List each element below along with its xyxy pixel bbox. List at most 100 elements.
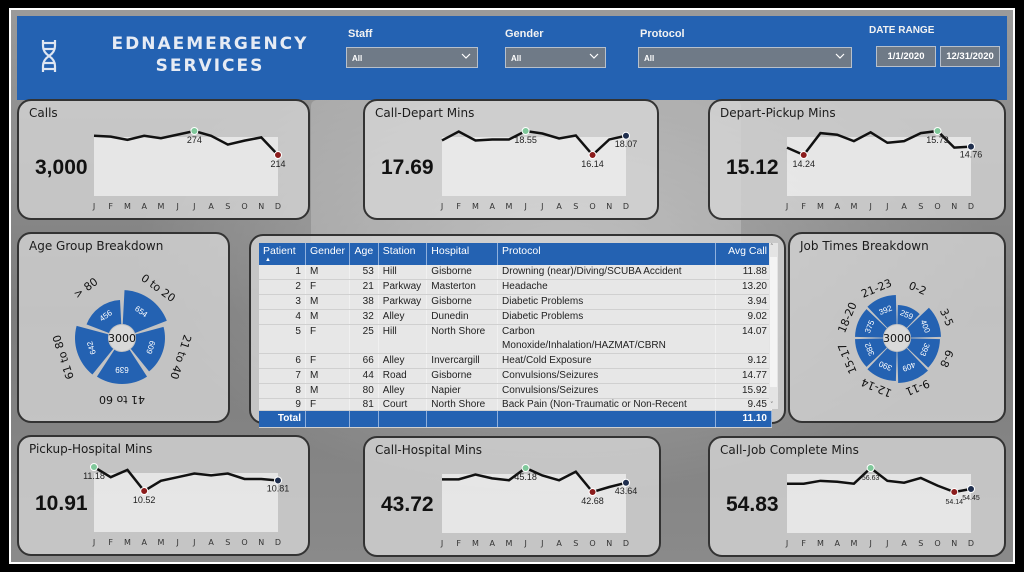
month-tick-label: J xyxy=(885,539,888,548)
segment-6-8[interactable] xyxy=(907,338,940,368)
table-row[interactable]: 3 M 38 Parkway Gisborne Diabetic Problems 3.94 xyxy=(259,294,772,310)
month-tick-label: D xyxy=(623,202,629,211)
kpi-card-calls[interactable]: 274 214 J F M A M J J A S O N D Calls 3,000 xyxy=(17,99,310,220)
data-point-marker[interactable] xyxy=(866,464,875,472)
data-point-marker[interactable] xyxy=(588,151,597,159)
table-cell-protocol: Convulsions/Seizures xyxy=(497,368,717,384)
table-cell-hospital: North Shore xyxy=(426,324,499,354)
column-header-age[interactable]: Age xyxy=(349,243,379,265)
data-point-marker[interactable] xyxy=(950,488,959,496)
kpi-value: 54.83 xyxy=(726,493,779,516)
data-point-marker[interactable] xyxy=(90,463,98,471)
kpi-card-call-depart[interactable]: 18.55 16.14 18.07 J F M A M J J A S O N D Call-Depart … xyxy=(363,99,659,220)
segment-18-20[interactable] xyxy=(855,309,887,338)
table-cell-age: 81 xyxy=(349,398,379,411)
table-cell-patient: 7 xyxy=(259,368,306,384)
month-tick-label: J xyxy=(92,202,95,211)
chevron-down-icon xyxy=(835,53,845,59)
table-row[interactable]: 8 M 80 Alley Napier Convulsions/Seizures 15.92 xyxy=(259,383,772,399)
kpi-card-call-job-complete[interactable]: 56.63 54.14 54.45 J F M A M J J A S O N D Call-Job Com… xyxy=(708,436,1006,557)
data-point-marker[interactable] xyxy=(274,476,282,485)
start-date-input[interactable]: 1/1/2020 xyxy=(876,46,936,67)
month-tick-label: M xyxy=(472,202,479,211)
column-header-avg-call[interactable]: Avg Call xyxy=(715,243,772,265)
scrollbar-thumb[interactable] xyxy=(770,257,777,387)
table-row[interactable]: 6 F 66 Alley Invercargill Heat/Cold Exposure 9… xyxy=(259,353,772,369)
data-point-marker[interactable] xyxy=(967,142,975,151)
segment-61-to-80[interactable] xyxy=(75,325,114,375)
data-point-label: 18.07 xyxy=(615,139,638,149)
month-tick-label: A xyxy=(556,202,562,211)
table-cell-hospital: Invercargill xyxy=(426,353,499,369)
table-row[interactable]: 2 F 21 Parkway Masterton Headache 13.20 xyxy=(259,279,772,295)
age-group-card[interactable]: 654 0 to 20 609 21 to 40 639 41 to 60 642 61 to… xyxy=(17,232,230,423)
kpi-value: 3,000 xyxy=(35,156,88,179)
kpi-card-pickup-hospital[interactable]: 11.18 10.52 10.81 J F M A M J J A S O N D Pickup-Hospi… xyxy=(17,435,310,556)
data-point-marker[interactable] xyxy=(967,485,975,494)
segment-15-17[interactable] xyxy=(855,338,887,367)
data-point-marker[interactable] xyxy=(933,127,942,135)
segment-9-11[interactable] xyxy=(897,348,928,383)
table-cell-patient: 5 xyxy=(259,324,306,354)
job-times-card[interactable]: 259 0-2 400 3-5 393 6-8 409 9-11 390 12-14 382 15-1… xyxy=(788,232,1006,423)
table-cell-patient: 6 xyxy=(259,353,306,369)
data-point-marker[interactable] xyxy=(622,131,630,140)
kpi-card-depart-pickup[interactable]: 15.73 14.24 14.76 J F M A M J J A S O N D Depart-Picku… xyxy=(708,99,1006,220)
gender-dropdown[interactable]: All xyxy=(505,47,606,68)
end-date-input[interactable]: 12/31/2020 xyxy=(940,46,1000,67)
month-tick-label: O xyxy=(934,539,940,548)
protocol-line-2: Monoxide/Inhalation/HAZMAT/CBRN xyxy=(502,340,666,351)
month-tick-label: J xyxy=(785,539,788,548)
month-tick-label: O xyxy=(589,539,595,548)
data-point-marker[interactable] xyxy=(140,487,149,495)
column-header-station[interactable]: Station xyxy=(378,243,428,265)
table-row[interactable]: 9 F 81 Court North Shore Back Pain (Non-Traum… xyxy=(259,398,772,411)
data-point-label: 43.64 xyxy=(615,486,638,496)
month-tick-label: O xyxy=(241,202,247,211)
segment-21-23[interactable] xyxy=(867,295,897,328)
segment--80[interactable] xyxy=(86,300,122,333)
segment-3-5[interactable] xyxy=(907,307,941,338)
total-empty-cell xyxy=(426,410,499,428)
table-cell-avg-call: 9.45 xyxy=(715,398,772,411)
segment-label: 3-5 xyxy=(937,307,956,329)
table-scrollbar[interactable]: ˄ ˅ xyxy=(769,243,778,409)
segment-41-to-60[interactable] xyxy=(96,349,148,384)
staff-value: All xyxy=(352,54,363,63)
table-row[interactable]: 5 F 25 Hill North Shore Carbon Monoxide/Inhala… xyxy=(259,324,772,354)
table-row[interactable]: 1 M 53 Hill Gisborne Drowning (near)/Diving/S… xyxy=(259,265,772,280)
scroll-down-icon[interactable]: ˅ xyxy=(770,401,774,409)
table-row[interactable]: 7 M 44 Road Gisborne Convulsions/Seizures 14.7… xyxy=(259,368,772,384)
month-tick-label: N xyxy=(258,202,264,211)
sparkline-chart: 15.73 14.24 14.76 J F M A M J J A S O N D xyxy=(785,127,982,211)
staff-dropdown[interactable]: All xyxy=(346,47,478,68)
scroll-up-icon[interactable]: ˄ xyxy=(770,243,774,251)
gender-value: All xyxy=(511,54,522,63)
kpi-card-call-hospital[interactable]: 45.18 42.68 43.64 J F M A M J J A S O N D Call-Hospita… xyxy=(363,436,661,557)
column-header-patient[interactable]: Patient ▲ xyxy=(259,243,306,265)
column-header-protocol[interactable]: Protocol xyxy=(497,243,717,265)
dashboard-frame: EDNAEMERGENCY SERVICES Staff All Gender … xyxy=(9,8,1015,564)
data-point-marker[interactable] xyxy=(622,478,630,487)
segment-value: 609 xyxy=(144,340,157,356)
segment-12-14[interactable] xyxy=(867,348,897,381)
column-header-gender[interactable]: Gender xyxy=(305,243,351,265)
table-cell-station: Alley xyxy=(378,353,428,369)
month-tick-label: J xyxy=(523,539,526,548)
data-point-marker[interactable] xyxy=(799,151,808,159)
sort-ascending-icon[interactable]: ▲ xyxy=(265,257,271,263)
month-tick-label: A xyxy=(834,539,840,548)
segment-0-2[interactable] xyxy=(897,305,920,328)
month-tick-label: S xyxy=(573,202,578,211)
data-point-marker[interactable] xyxy=(588,488,597,496)
table-row[interactable]: 4 M 32 Alley Dunedin Diabetic Problems 9.02 xyxy=(259,309,772,325)
data-point-marker[interactable] xyxy=(521,127,530,135)
data-point-marker[interactable] xyxy=(521,464,530,472)
column-header-hospital[interactable]: Hospital xyxy=(426,243,499,265)
protocol-dropdown[interactable]: All xyxy=(638,47,852,68)
segment-0-to-20[interactable] xyxy=(122,290,167,333)
segment-21-to-40[interactable] xyxy=(130,326,165,372)
data-point-marker[interactable] xyxy=(190,127,199,135)
data-point-marker[interactable] xyxy=(274,151,282,159)
